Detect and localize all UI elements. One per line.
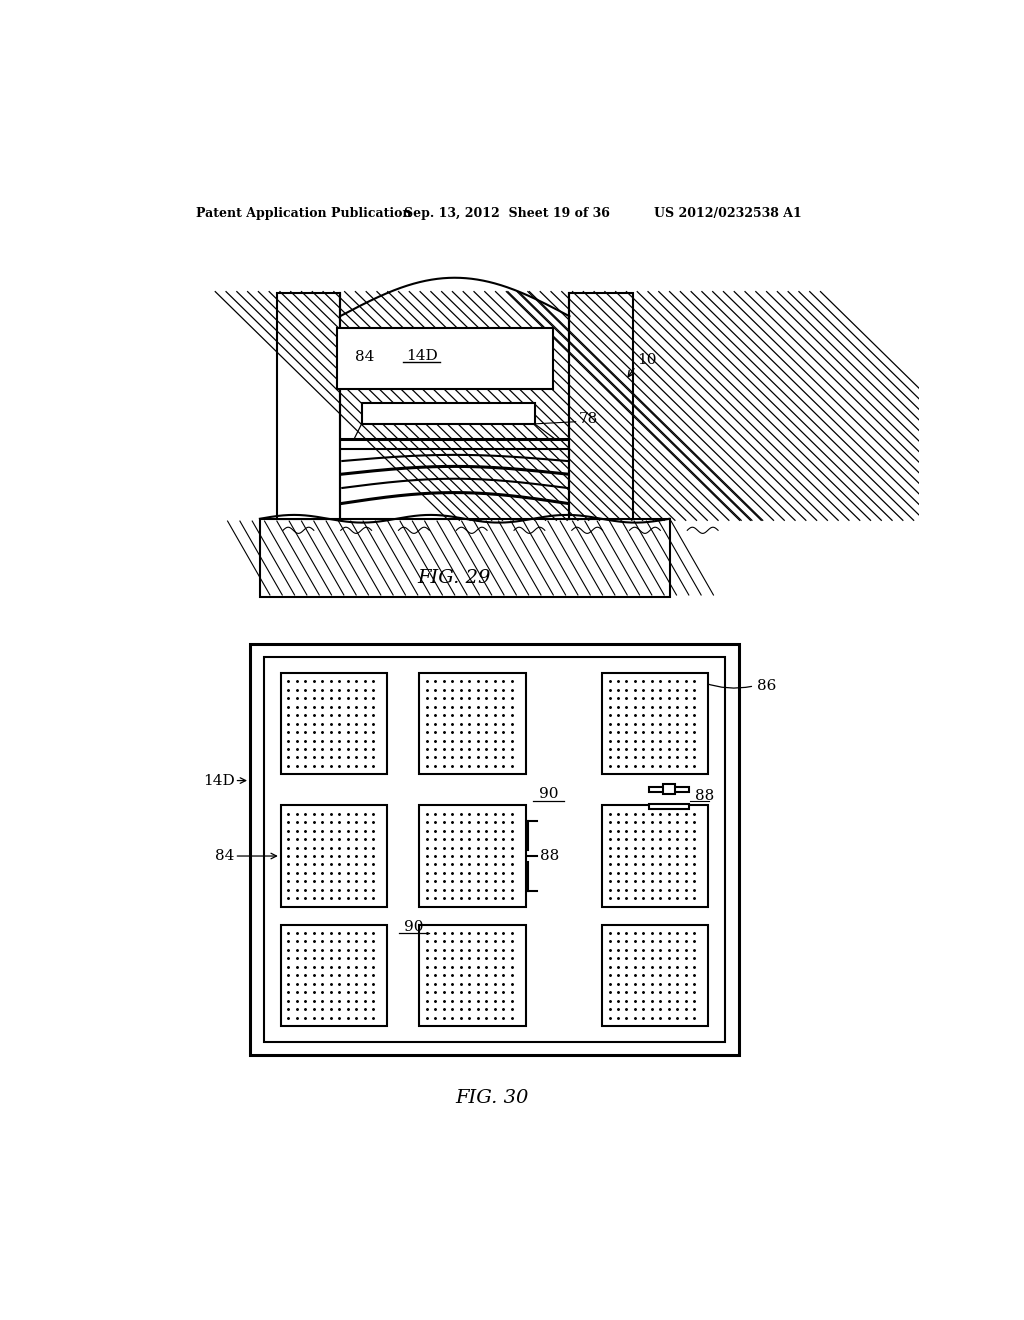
Text: 14D: 14D [407,348,438,363]
Bar [260,519,670,598]
Bar [649,787,689,792]
Text: US 2012/0232538 A1: US 2012/0232538 A1 [654,207,802,220]
Text: 78: 78 [579,412,598,425]
Bar [419,805,525,907]
Bar [419,673,525,775]
Bar [663,784,675,793]
Bar [276,293,340,519]
Text: 10: 10 [637,354,656,367]
Bar [281,924,387,1026]
Bar [649,804,689,809]
Bar [281,805,387,907]
Bar [250,644,739,1056]
Bar [419,924,525,1026]
Text: 86: 86 [758,678,777,693]
Bar [569,293,633,519]
Text: 84: 84 [215,849,234,863]
Bar [276,293,340,519]
Text: FIG. 30: FIG. 30 [456,1089,529,1106]
Bar [602,805,708,907]
Bar [602,673,708,775]
Bar [281,673,387,775]
Bar [361,404,535,424]
Text: 84: 84 [355,350,375,364]
Bar [569,293,633,519]
Text: Sep. 13, 2012  Sheet 19 of 36: Sep. 13, 2012 Sheet 19 of 36 [403,207,609,220]
Text: 90: 90 [404,920,424,933]
Text: 90: 90 [539,788,558,801]
Bar [602,924,708,1026]
Text: Patent Application Publication: Patent Application Publication [196,207,412,220]
Text: FIG. 29: FIG. 29 [417,569,490,587]
Bar [264,657,725,1041]
Text: 88: 88 [695,789,714,803]
Bar [337,327,553,389]
Text: 88: 88 [541,849,559,863]
Text: 14D: 14D [203,774,234,788]
